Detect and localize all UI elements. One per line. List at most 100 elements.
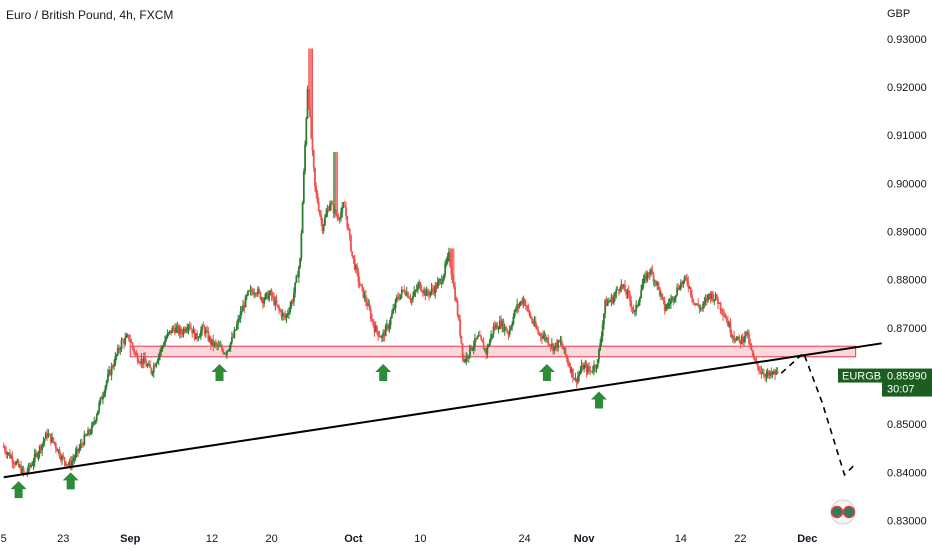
candle-body	[31, 465, 34, 467]
candle-body	[684, 277, 687, 279]
candle-body	[300, 233, 303, 259]
candle-body	[33, 453, 36, 463]
candle-body	[325, 213, 328, 218]
candle-body	[590, 371, 593, 373]
candle-body	[451, 275, 454, 284]
candle-body	[165, 337, 168, 341]
candle-body	[64, 461, 67, 466]
candle-body	[635, 304, 638, 312]
candle-body	[314, 167, 316, 187]
candle-body	[191, 328, 194, 334]
candle-body	[500, 320, 502, 328]
price-axis[interactable]: GBP 0.93000 0.92000 0.91000 0.90000 0.89000 0.…	[887, 8, 927, 528]
candle-body	[214, 342, 217, 344]
candle-body	[152, 365, 155, 373]
candle-body	[430, 288, 433, 292]
candle-body	[231, 336, 233, 343]
candle-body	[454, 286, 457, 300]
candle-body	[470, 345, 473, 350]
candle-body	[620, 284, 623, 289]
up-arrow-icon	[375, 364, 392, 382]
candle-body	[249, 289, 252, 291]
candle-body	[647, 272, 650, 275]
candle-body	[326, 209, 329, 214]
candle-body	[450, 266, 453, 276]
candle-body	[38, 446, 41, 454]
candle-body	[461, 343, 464, 356]
candle-body	[596, 359, 599, 368]
candle-body	[770, 371, 773, 375]
candle-body	[133, 347, 135, 353]
candle-body	[273, 296, 275, 305]
candle-body	[83, 434, 86, 445]
candle-body	[105, 380, 108, 387]
time-axis[interactable]: 5 23 Sep 12 20 Oct 10 24 Nov 14 22 Dec	[1, 533, 818, 545]
chart-title: Euro / British Pound, 4h, FXCM	[6, 8, 174, 22]
candle-body	[410, 298, 413, 301]
candle-body	[539, 333, 542, 337]
candle-body	[650, 269, 652, 273]
candle-body	[524, 305, 527, 307]
candle-body	[98, 402, 101, 411]
candle-body	[201, 325, 204, 331]
candle-body	[412, 295, 414, 299]
candle-body	[433, 290, 435, 294]
candle-body	[578, 373, 581, 377]
candle-body	[193, 329, 196, 340]
candle-body	[204, 330, 207, 334]
candle-body	[53, 441, 56, 444]
candle-body	[405, 292, 408, 296]
candle-body	[276, 304, 279, 307]
candle-body	[377, 331, 380, 337]
candle-body	[151, 372, 154, 374]
candle-body	[310, 116, 313, 138]
candle-body	[656, 282, 659, 286]
candle-body	[185, 329, 187, 332]
candle-body	[400, 289, 403, 295]
candle-body	[7, 452, 10, 454]
candle-body	[80, 443, 83, 445]
up-arrow-icon	[10, 481, 27, 499]
candle-body	[378, 336, 381, 338]
candle-body	[763, 373, 765, 376]
candle-body	[2, 445, 5, 448]
candle-body	[22, 468, 25, 473]
candle-body	[129, 339, 132, 343]
candle-body	[305, 118, 308, 145]
candle-body	[84, 434, 87, 436]
candle-body	[164, 340, 166, 346]
candle-body	[139, 362, 142, 364]
candle-body	[549, 345, 552, 347]
candle-body	[247, 290, 249, 295]
candle-body	[206, 330, 208, 332]
support-zone	[129, 345, 857, 358]
candle-body	[554, 342, 557, 346]
candle-body	[687, 281, 690, 288]
candle-body	[321, 220, 324, 232]
candle-body	[632, 308, 635, 312]
candle-body	[113, 364, 115, 367]
candle-body	[661, 294, 664, 298]
candle-body	[485, 348, 488, 354]
trendline	[3, 342, 882, 479]
candle-body	[636, 304, 639, 306]
candle-body	[389, 317, 392, 326]
candle-body	[9, 452, 11, 458]
candle-body	[332, 204, 335, 214]
candle-body	[404, 292, 407, 296]
candle-body	[254, 293, 257, 295]
candle-body	[54, 443, 57, 449]
candle-body	[466, 355, 469, 358]
candle-body	[418, 282, 421, 286]
candle-body	[362, 287, 365, 298]
candle-body	[651, 269, 654, 274]
candle-body	[643, 275, 646, 279]
candle-body	[750, 344, 753, 350]
candle-body	[260, 298, 263, 300]
candle-body	[646, 272, 649, 281]
candle-body	[40, 446, 42, 451]
candle-body	[523, 298, 526, 306]
candle-body	[381, 335, 383, 338]
x-tick-label: 12	[206, 533, 218, 545]
